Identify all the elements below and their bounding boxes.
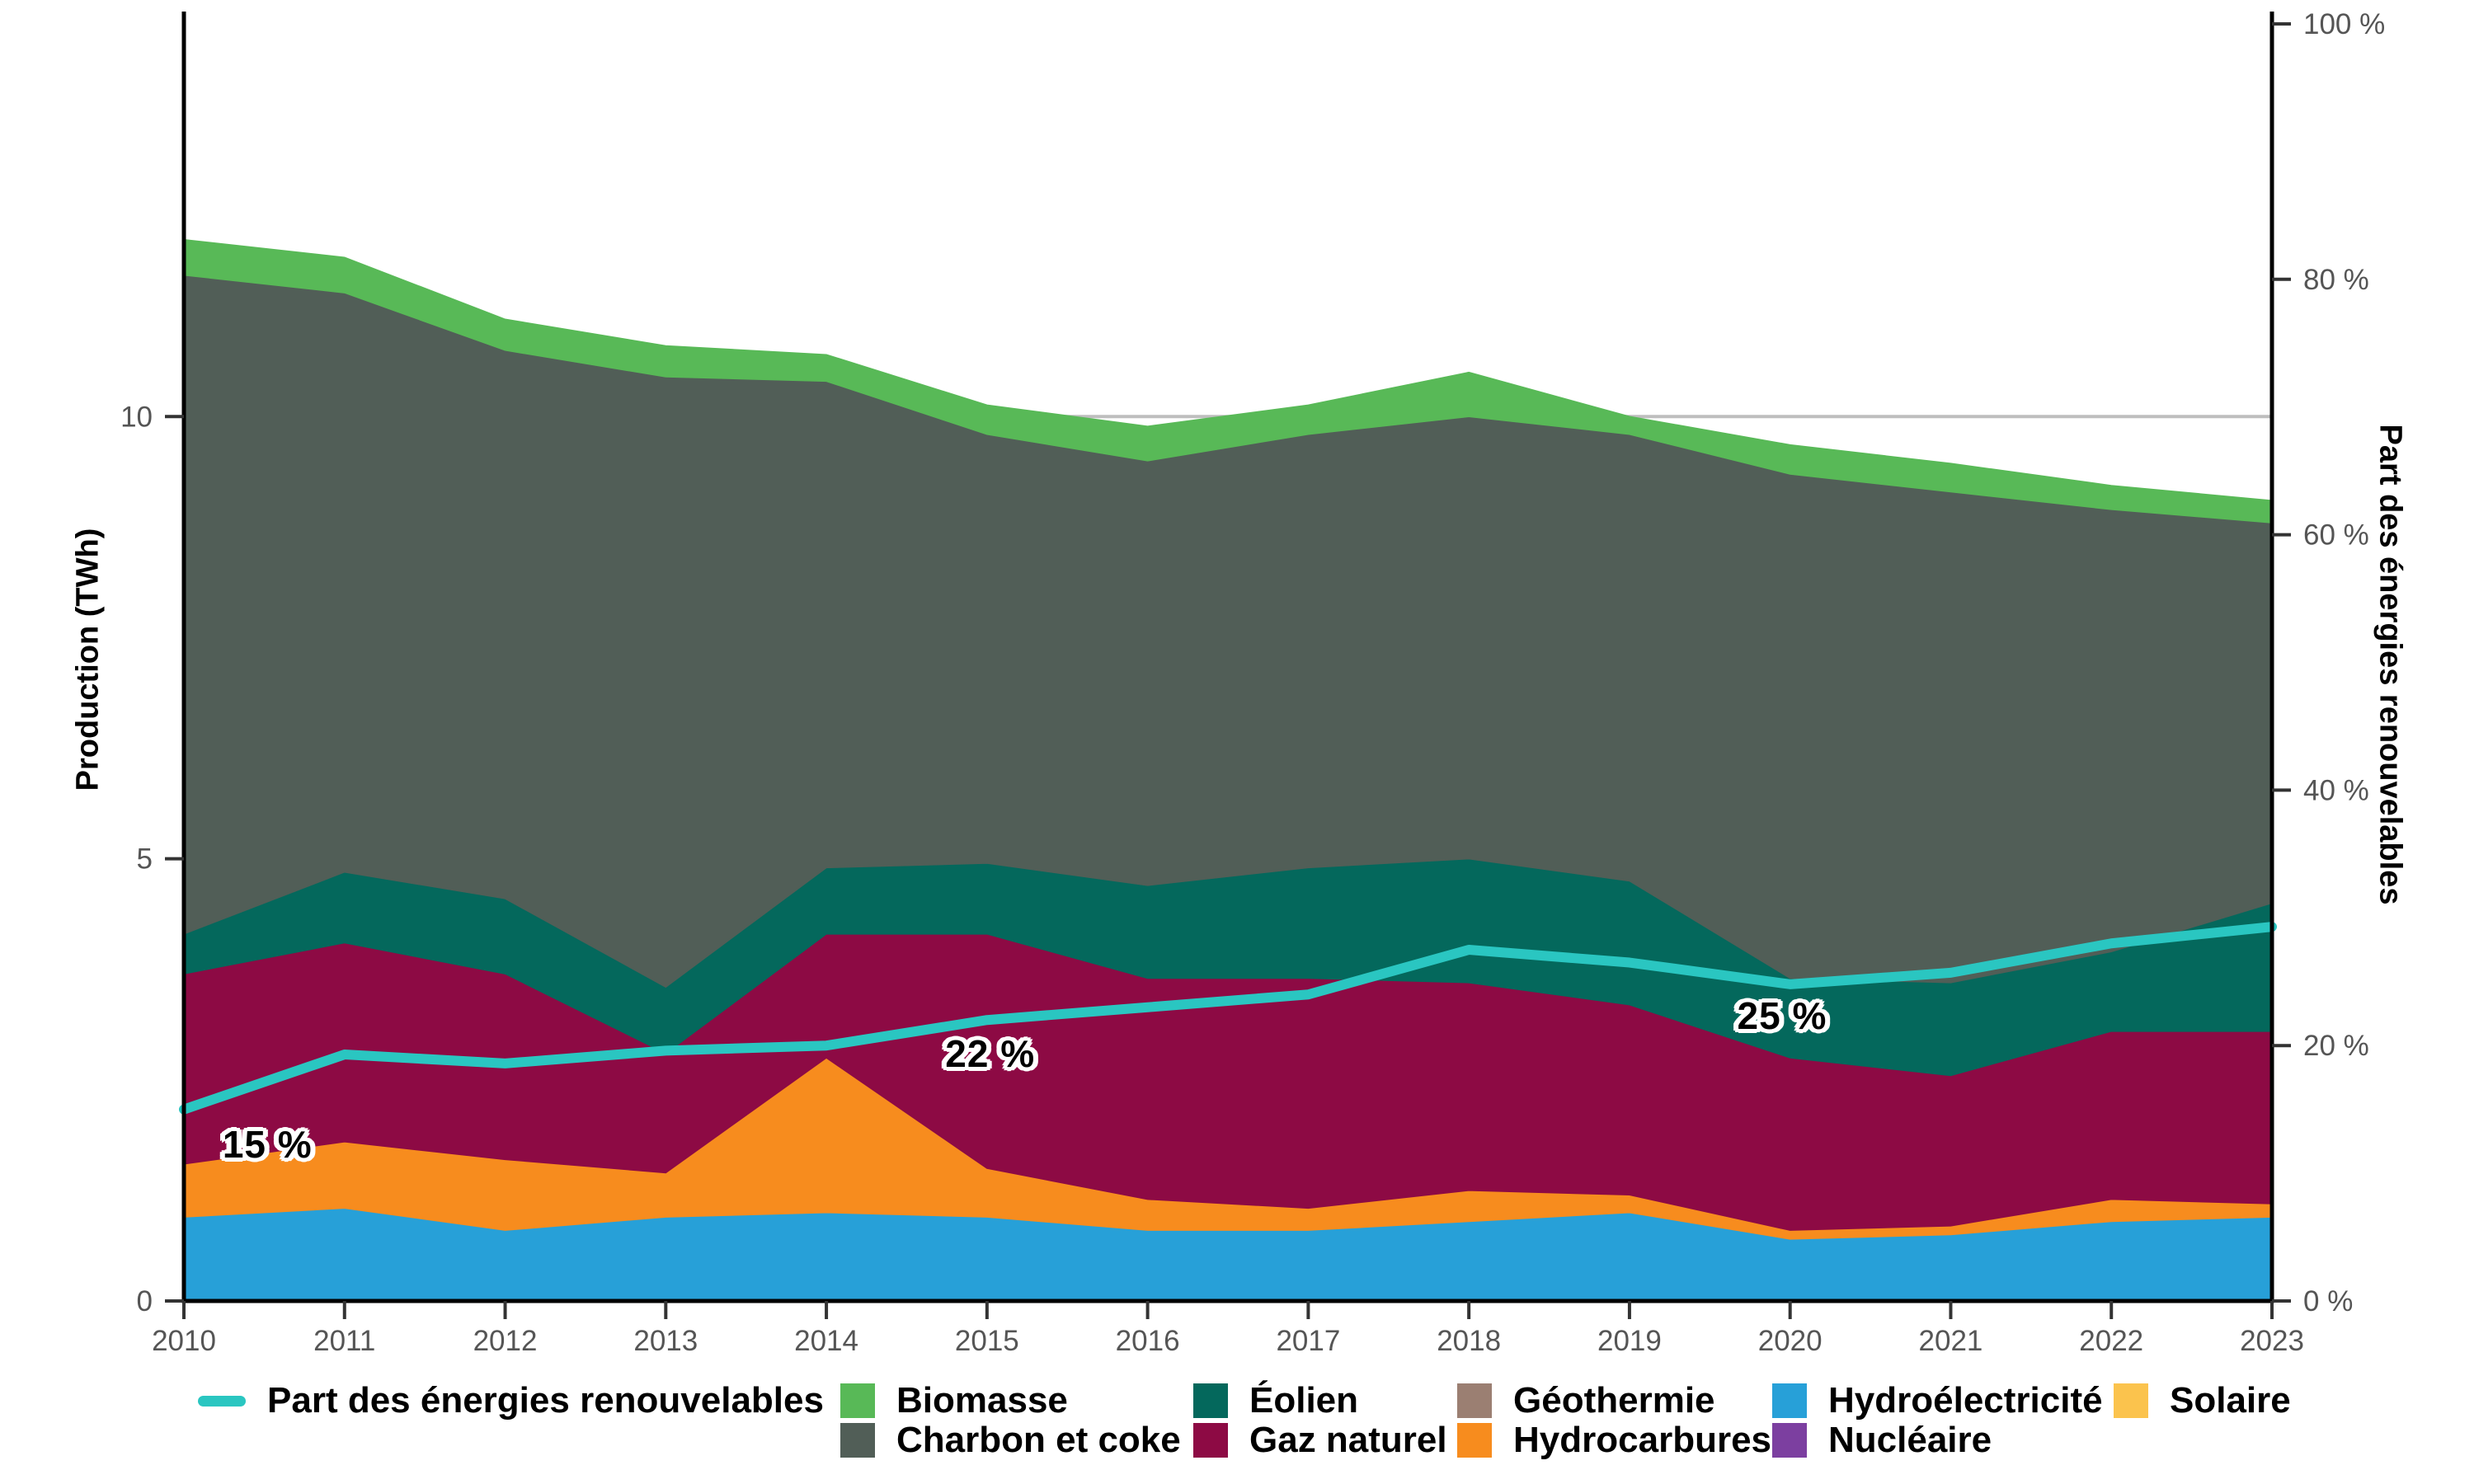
legend-label: Hydrocarbures bbox=[1513, 1420, 1772, 1460]
x-tick-label-2010: 2010 bbox=[152, 1325, 216, 1357]
left-tick-label-5: 5 bbox=[137, 843, 153, 876]
legend-item-part-des-energies-renouvelables: Part des énergies renouvelables bbox=[198, 1380, 824, 1421]
legend-label: Éolien bbox=[1249, 1380, 1359, 1421]
legend-item-biomasse: Biomasse bbox=[840, 1380, 1068, 1421]
right-tick-label-60: 60 % bbox=[2303, 519, 2369, 552]
legend-item-nucleaire: Nucléaire bbox=[1772, 1420, 1992, 1460]
legend-color-swatch bbox=[1772, 1423, 1807, 1458]
legend-color-swatch bbox=[1193, 1383, 1228, 1418]
legend-color-swatch bbox=[1193, 1423, 1228, 1458]
legend-label: Gaz naturel bbox=[1249, 1420, 1447, 1460]
legend-color-swatch bbox=[840, 1423, 875, 1458]
renewables-share-line bbox=[179, 922, 2277, 1115]
legend-item-hydrocarbures: Hydrocarbures bbox=[1457, 1420, 1772, 1460]
legend-label: Hydroélectricité bbox=[1828, 1380, 2103, 1421]
x-tick-label-2018: 2018 bbox=[1437, 1325, 1501, 1357]
x-tick-label-2021: 2021 bbox=[1919, 1325, 1983, 1357]
legend-label: Solaire bbox=[2170, 1380, 2291, 1421]
right-tick-label-40: 40 % bbox=[2303, 774, 2369, 806]
x-tick-label-2016: 2016 bbox=[1116, 1325, 1180, 1357]
right-axis-title: Part des énergies renouvelables bbox=[2373, 424, 2408, 905]
legend-item-hydroelectricite: Hydroélectricité bbox=[1772, 1380, 2103, 1421]
legend-label: Géothermie bbox=[1513, 1380, 1715, 1421]
legend-item-geothermie: Géothermie bbox=[1457, 1380, 1715, 1421]
legend-color-swatch bbox=[840, 1383, 875, 1418]
right-tick-label-0: 0 % bbox=[2303, 1285, 2353, 1317]
x-tick-label-2012: 2012 bbox=[473, 1325, 538, 1357]
x-tick-label-2019: 2019 bbox=[1597, 1325, 1662, 1357]
right-tick-label-20: 20 % bbox=[2303, 1030, 2369, 1062]
left-axis-title: Production (TWh) bbox=[70, 528, 106, 791]
annotation-22-%: 22 % bbox=[945, 1031, 1036, 1075]
left-tick-label-0: 0 bbox=[137, 1285, 153, 1317]
legend-item-charbon-et-coke: Charbon et coke bbox=[840, 1420, 1181, 1460]
x-tick-label-2023: 2023 bbox=[2240, 1325, 2304, 1357]
legend-color-swatch bbox=[1457, 1383, 1492, 1418]
legend-color-swatch bbox=[2114, 1383, 2148, 1418]
x-tick-label-2013: 2013 bbox=[633, 1325, 698, 1357]
x-tick-label-2015: 2015 bbox=[955, 1325, 1019, 1357]
x-tick-label-2014: 2014 bbox=[794, 1325, 858, 1357]
legend-line-swatch bbox=[198, 1395, 246, 1407]
left-tick-label-10: 10 bbox=[120, 401, 153, 433]
x-tick-label-2011: 2011 bbox=[313, 1325, 375, 1357]
legend-item-gaz-naturel: Gaz naturel bbox=[1193, 1420, 1447, 1460]
annotation-25-%: 25 % bbox=[1737, 993, 1827, 1037]
x-tick-label-2022: 2022 bbox=[2079, 1325, 2143, 1357]
x-tick-label-2017: 2017 bbox=[1276, 1325, 1340, 1357]
legend-item-solaire: Solaire bbox=[2114, 1380, 2291, 1421]
x-tick-label-2020: 2020 bbox=[1758, 1325, 1823, 1357]
right-tick-label-100: 100 % bbox=[2303, 8, 2385, 40]
legend-color-swatch bbox=[1772, 1383, 1807, 1418]
legend-item-eolien: Éolien bbox=[1193, 1380, 1359, 1421]
legend-label: Charbon et coke bbox=[896, 1420, 1181, 1460]
legend-color-swatch bbox=[1457, 1423, 1492, 1458]
legend-label: Nucléaire bbox=[1828, 1420, 1992, 1460]
legend-label: Biomasse bbox=[896, 1380, 1068, 1421]
right-tick-label-80: 80 % bbox=[2303, 264, 2369, 296]
annotation-15-%: 15 % bbox=[222, 1123, 313, 1167]
legend-label: Part des énergies renouvelables bbox=[267, 1380, 824, 1421]
